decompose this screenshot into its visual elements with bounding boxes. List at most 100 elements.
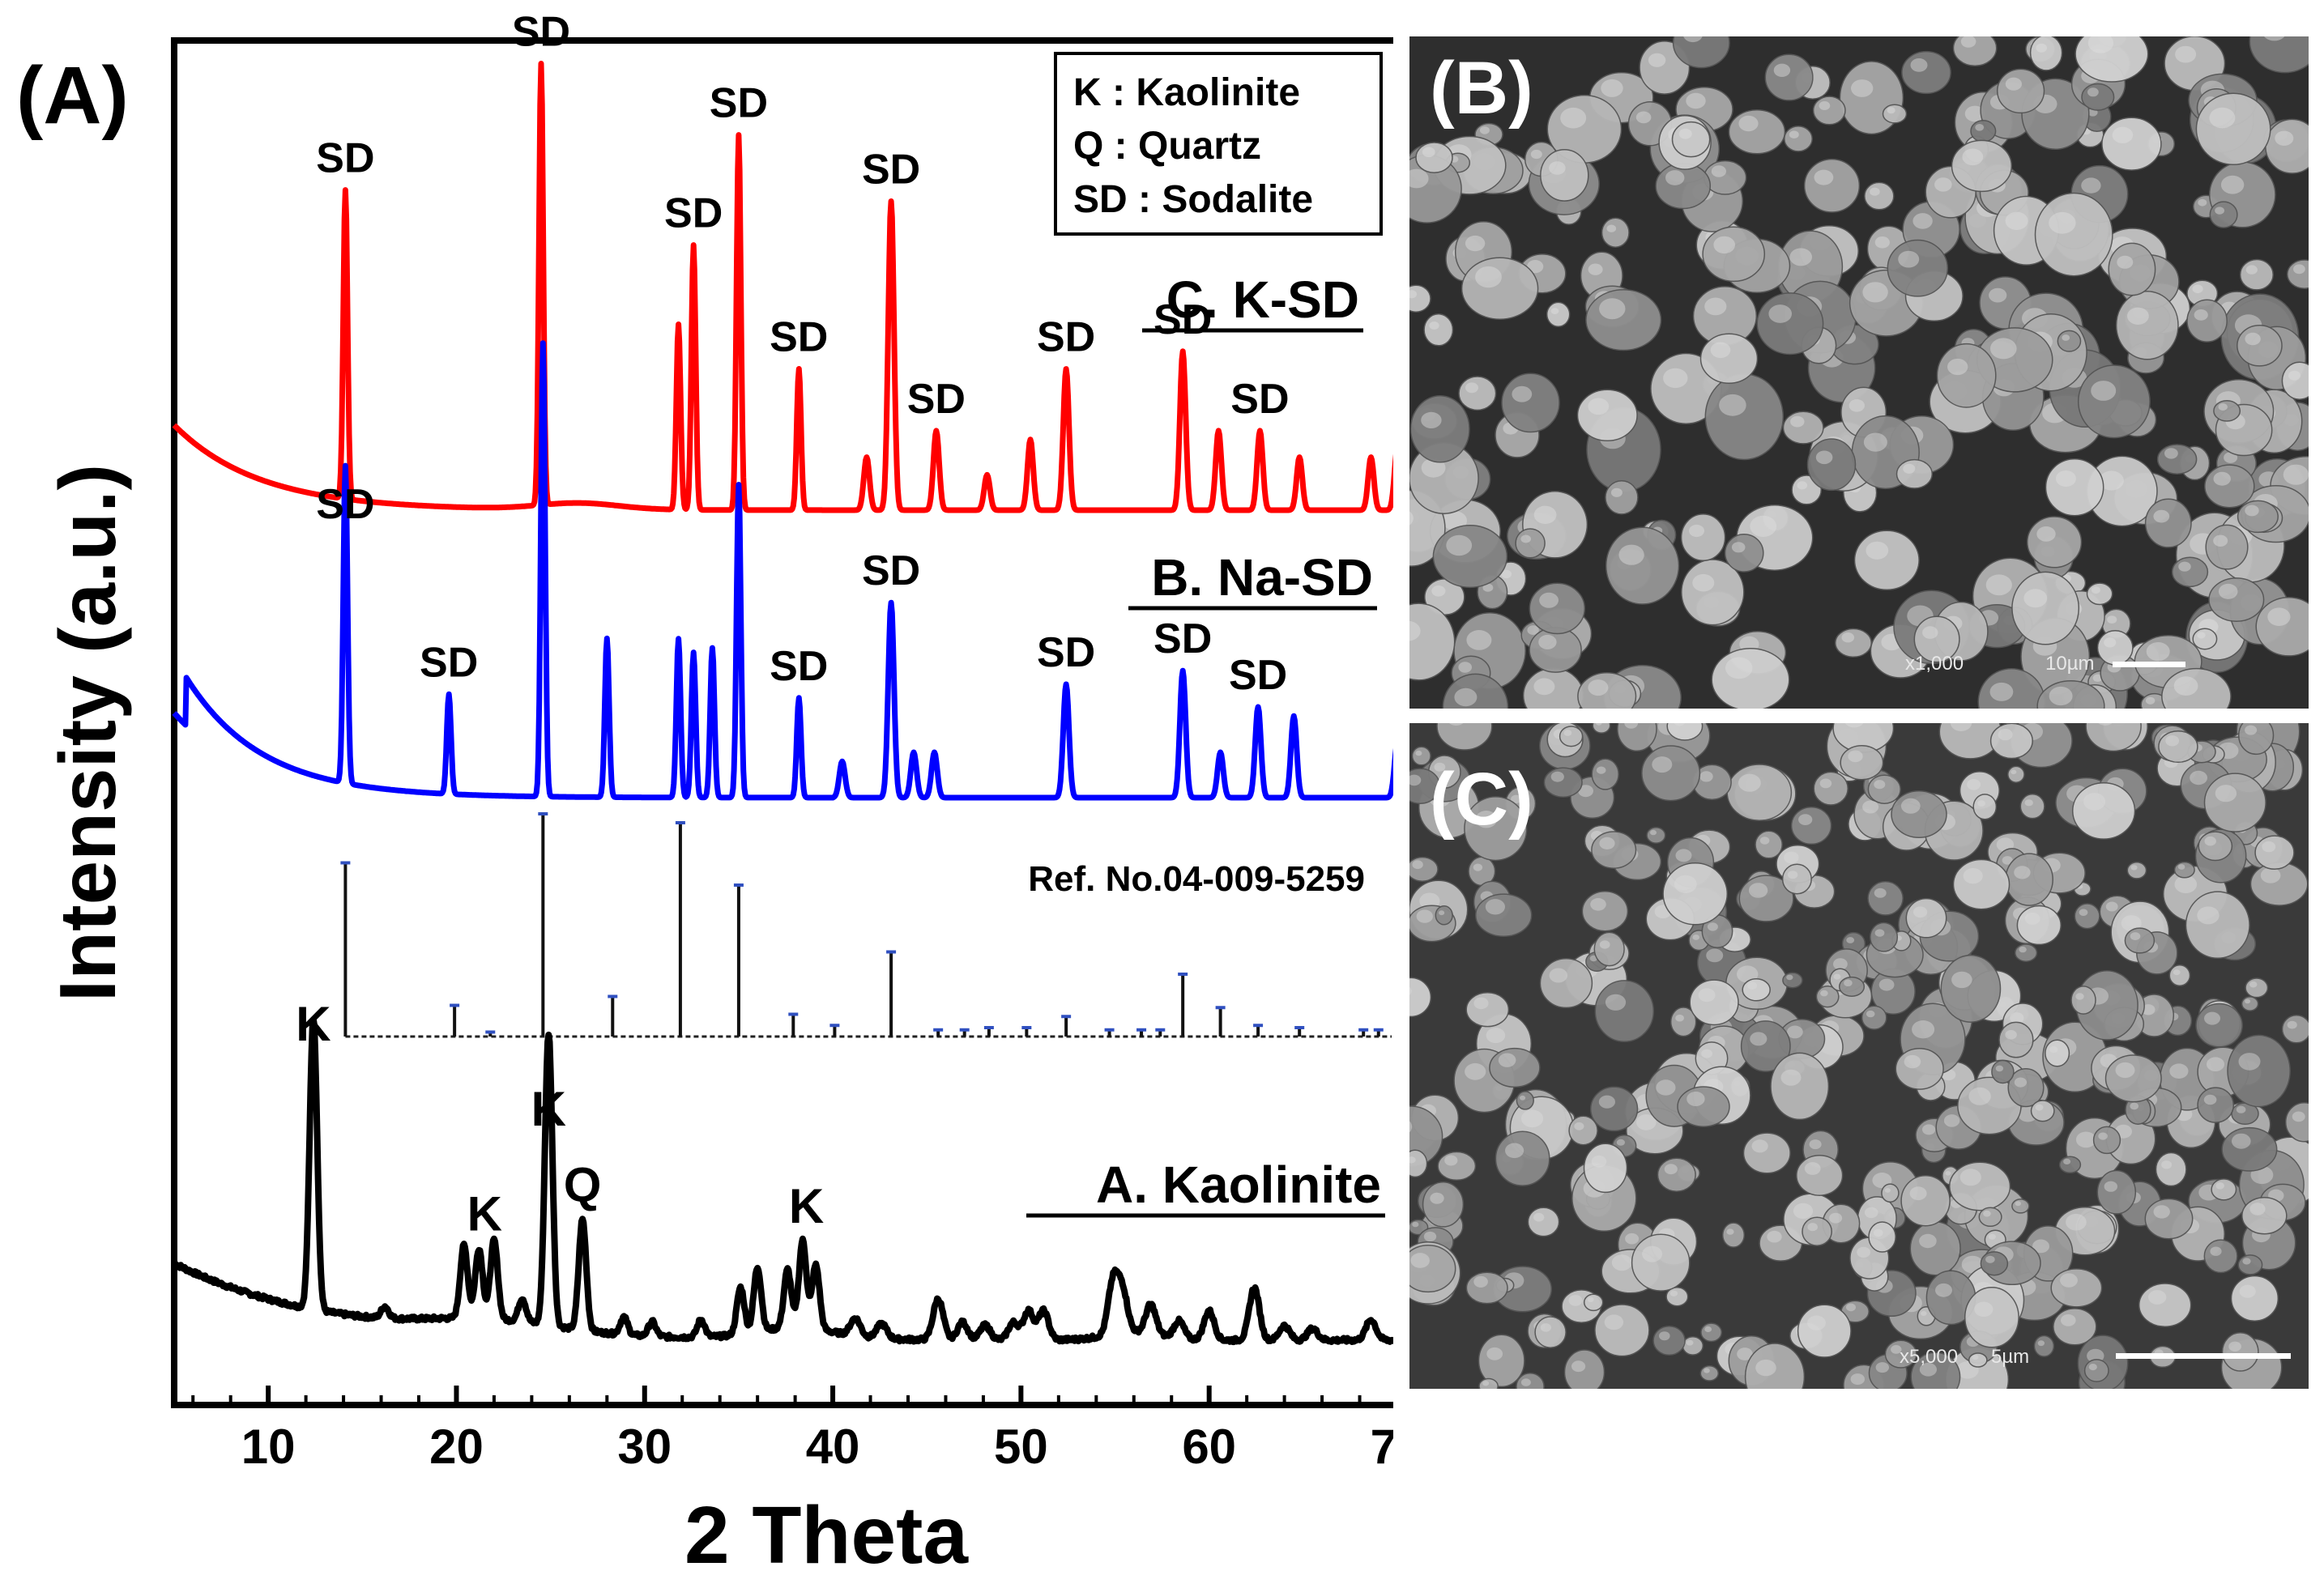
sem-particle-highlight: [1862, 800, 1879, 814]
sem-particle-highlight: [1591, 1155, 1607, 1168]
panel-label-a: (A): [16, 50, 129, 141]
sem-particle-highlight: [1616, 1139, 1625, 1146]
sem-particle-highlight: [2178, 561, 2191, 572]
sem-particle-highlight: [1833, 958, 1848, 970]
sem-particle-highlight: [2145, 696, 2156, 705]
sem-particle-highlight: [2023, 589, 2048, 608]
sem-particle: [1980, 1251, 2009, 1276]
sem-particle-highlight: [1409, 620, 1421, 641]
sem-particle: [1781, 863, 1812, 895]
peak-annotation: SD: [1037, 629, 1095, 676]
sem-particle: [1782, 972, 1803, 989]
sem-particle: [2237, 500, 2279, 534]
x-tick-label: 30: [617, 1420, 672, 1474]
sem-particle-highlight: [1473, 863, 1483, 871]
sem-particle: [1534, 1316, 1567, 1348]
sem-particle: [1936, 343, 1997, 408]
sem-particle: [2045, 458, 2104, 517]
sem-particle-highlight: [2014, 1077, 2027, 1088]
sem-particle-highlight: [1596, 723, 1602, 726]
sem-particle: [2284, 1101, 2309, 1143]
sem-particle-highlight: [2015, 1201, 2021, 1207]
sem-particle-highlight: [1972, 1355, 1979, 1360]
sem-particle: [1702, 226, 1766, 283]
sem-particle: [1585, 288, 1662, 351]
sem-particle-highlight: [2197, 632, 2206, 639]
sem-particle: [2011, 571, 2080, 645]
peak-annotation: SD: [1229, 652, 1287, 699]
sem-particle-highlight: [1737, 1347, 1753, 1360]
sem-particle-highlight: [1458, 662, 1472, 673]
sem-particle-highlight: [1807, 1223, 1818, 1232]
sem-particle-highlight: [1465, 1062, 1486, 1080]
sem-particle-highlight: [2081, 177, 2101, 194]
sem-particle-highlight: [2011, 769, 2017, 775]
sem-particle-highlight: [1731, 542, 1746, 553]
peak-annotation: SD: [770, 643, 828, 690]
x-tick-label: 20: [429, 1420, 484, 1474]
sem-particle: [1594, 980, 1655, 1043]
sem-particle: [2254, 835, 2295, 871]
sem-particle-highlight: [2117, 255, 2134, 269]
sem-particle-highlight: [2061, 1314, 2076, 1326]
sem-particle: [2161, 667, 2232, 709]
sem-particle-highlight: [1409, 774, 1422, 786]
sem-particle-highlight: [1568, 1295, 1583, 1306]
sem-particle: [1631, 1233, 1691, 1292]
sem-particle: [1815, 986, 1840, 1008]
sem-particle: [2281, 361, 2309, 400]
sem-particle: [1881, 1183, 1900, 1203]
sem-particle-highlight: [1726, 1228, 1734, 1235]
sem-particle-highlight: [1793, 1203, 1814, 1220]
sem-particle: [1436, 723, 1493, 751]
sem-particle-highlight: [2005, 1030, 2017, 1040]
sem-particle-highlight: [1787, 1025, 1803, 1039]
sem-particle: [1887, 239, 1949, 297]
series-line: [172, 61, 1393, 513]
sem-particle: [1422, 1181, 1465, 1228]
sem-particle-highlight: [2287, 1020, 2297, 1029]
sem-particle-highlight: [1990, 338, 2017, 360]
sem-particle: [1744, 1343, 1806, 1389]
series-line: [172, 1016, 1393, 1346]
sem-particle-highlight: [1416, 909, 1433, 923]
sem-particle-highlight: [2062, 334, 2070, 341]
sem-particle-highlight: [1475, 266, 1502, 288]
sem-particle-highlight: [1820, 990, 1828, 997]
sem-particle-highlight: [1669, 1290, 1678, 1296]
sem-particle-highlight: [1857, 1246, 1870, 1258]
sem-particle: [2019, 794, 2045, 820]
sem-particle: [2086, 582, 2113, 606]
sem-particle: [1583, 1293, 1604, 1312]
sem-particle: [1576, 389, 1638, 442]
sem-particle-highlight: [1773, 63, 1791, 77]
sem-particle-highlight: [2207, 1057, 2224, 1071]
sem-particle: [2203, 773, 2266, 832]
sem-particle-highlight: [1968, 1087, 1991, 1105]
sem-particle-highlight: [1465, 235, 1486, 252]
sem-particle-highlight: [2049, 686, 2073, 706]
sem-particle-highlight: [2115, 1062, 2135, 1079]
peak-annotation: SD: [862, 547, 920, 594]
sem-particle: [1681, 559, 1745, 626]
sem-particle-highlight: [2245, 265, 2258, 275]
sem-particle-highlight: [1767, 1230, 1782, 1243]
sem-particle: [2138, 1283, 2192, 1327]
sem-particle-highlight: [1604, 1314, 1624, 1330]
legend-entry: Q : Quartz: [1073, 125, 1261, 168]
sem-particle: [1655, 162, 1712, 210]
sem-particle-highlight: [2204, 836, 2216, 846]
sem-particle: [1432, 525, 1508, 589]
sem-particle-highlight: [2036, 43, 2047, 53]
sem-particle-highlight: [2260, 867, 2281, 883]
sem-particle-highlight: [1874, 888, 1887, 898]
sem-particle: [2203, 1239, 2238, 1274]
x-tick-label: 40: [806, 1420, 860, 1474]
sem-particle: [2007, 1067, 2045, 1108]
sem-particle: [2075, 36, 2149, 83]
sem-particle-highlight: [2232, 1133, 2251, 1149]
peak-annotation: K: [531, 1082, 566, 1136]
magnification-c: x5,000: [1900, 1346, 1958, 1368]
sem-particle: [2085, 723, 2142, 752]
